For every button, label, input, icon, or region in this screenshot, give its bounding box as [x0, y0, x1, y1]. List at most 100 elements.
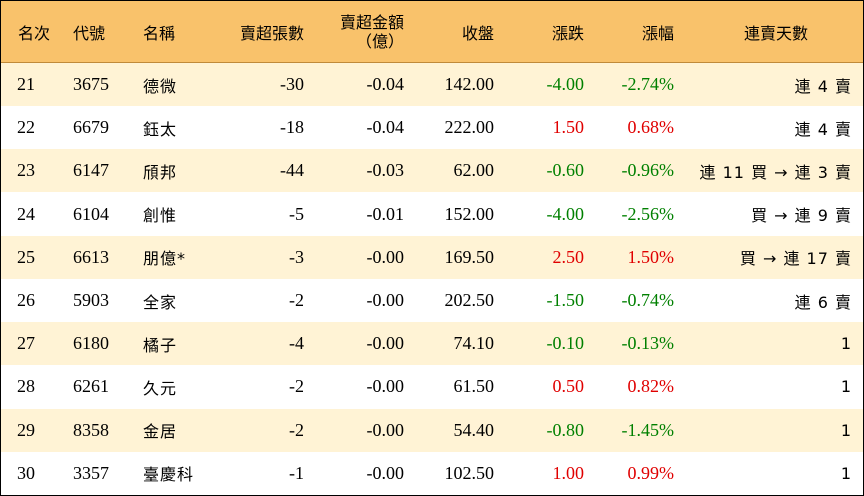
cell-name: 橘子	[143, 335, 178, 355]
cell-close: 202.50	[444, 290, 495, 310]
table-row[interactable]: 23 6147 頎邦 -44 -0.03 62.00 -0.60 -0.96% 連 11 買 →…	[1, 149, 863, 193]
cell-name: 鈺太	[143, 119, 178, 139]
table-row[interactable]: 26 5903 全家 -2 -0.00 202.50 -1.50 -0.74% 連 6 賣	[1, 279, 863, 322]
cell-sell-amount: -0.04	[366, 74, 405, 94]
cell-rank: 25	[17, 246, 35, 267]
cell-streak: 1	[840, 420, 852, 440]
table-row[interactable]: 30 3357 臺慶科 -1 -0.00 102.50 1.00 0.99% 1	[1, 451, 863, 495]
header-code[interactable]: 代號	[73, 23, 106, 43]
cell-close: 222.00	[444, 117, 495, 138]
cell-name: 頎邦	[143, 162, 178, 182]
cell-streak: 買 → 連 17 賣	[739, 249, 852, 269]
cell-streak: 1	[840, 463, 852, 483]
cell-code: 6180	[73, 333, 109, 354]
cell-streak: 連 11 買 → 連 3 賣	[699, 162, 852, 182]
table-row[interactable]: 27 6180 橘子 -4 -0.00 74.10 -0.10 -0.13% 1	[1, 322, 863, 366]
header-sell-amount-line2: （億）	[355, 31, 404, 51]
header-sell-amount[interactable]: 賣超金額 （億）	[311, 1, 404, 62]
cell-code: 8358	[73, 419, 109, 440]
header-sell-lots[interactable]: 賣超張數	[239, 23, 304, 43]
cell-rank: 24	[17, 203, 35, 224]
cell-sell-lots: -30	[280, 74, 304, 94]
table-row[interactable]: 25 6613 朋億* -3 -0.00 169.50 2.50 1.50% 買 → 連 17 …	[1, 235, 863, 279]
cell-code: 6679	[73, 117, 109, 138]
cell-sell-lots: -44	[280, 160, 304, 181]
cell-sell-lots: -5	[289, 203, 304, 224]
cell-close: 102.50	[444, 462, 495, 483]
header-name[interactable]: 名稱	[143, 23, 176, 43]
cell-close: 142.00	[444, 74, 495, 94]
cell-sell-amount: -0.04	[366, 117, 405, 138]
cell-streak: 連 4 賣	[794, 76, 852, 96]
cell-code: 6613	[73, 246, 109, 267]
cell-change-pct: 0.68%	[627, 117, 675, 138]
cell-rank: 23	[17, 160, 35, 181]
cell-change-pct: -2.74%	[621, 74, 675, 94]
cell-streak: 連 6 賣	[794, 292, 852, 312]
cell-change-pct: 1.50%	[627, 246, 675, 267]
cell-sell-lots: -18	[280, 117, 304, 138]
cell-rank: 27	[17, 333, 35, 354]
header-close[interactable]: 收盤	[461, 23, 494, 43]
table-row[interactable]: 21 3675 德微 -30 -0.04 142.00 -4.00 -2.74% 連 4 賣	[1, 63, 863, 106]
cell-rank: 30	[17, 462, 35, 483]
cell-change: -0.80	[546, 419, 585, 440]
cell-close: 152.00	[444, 203, 495, 224]
cell-change: -4.00	[546, 203, 585, 224]
cell-code: 6104	[73, 203, 109, 224]
cell-sell-amount: -0.00	[366, 462, 405, 483]
header-streak[interactable]: 連賣天數	[743, 23, 808, 43]
cell-name: 創惟	[143, 206, 178, 226]
cell-streak: 買 → 連 9 賣	[751, 206, 852, 226]
table-row[interactable]: 28 6261 久元 -2 -0.00 61.50 0.50 0.82% 1	[1, 365, 863, 409]
header-change-pct[interactable]: 漲幅	[641, 23, 674, 43]
cell-name: 德微	[143, 76, 178, 96]
cell-change: 1.50	[552, 117, 585, 138]
cell-name: 臺慶科	[143, 465, 195, 485]
cell-rank: 28	[17, 376, 35, 397]
cell-change-pct: -0.13%	[621, 333, 675, 354]
cell-sell-lots: -3	[289, 246, 304, 267]
cell-change: 2.50	[552, 246, 585, 267]
cell-sell-lots: -4	[289, 333, 304, 354]
cell-sell-amount: -0.00	[366, 246, 405, 267]
cell-sell-amount: -0.00	[366, 290, 405, 310]
cell-rank: 29	[17, 419, 35, 440]
cell-streak: 1	[840, 377, 852, 397]
cell-change-pct: -1.45%	[621, 419, 675, 440]
cell-code: 3357	[73, 462, 109, 483]
cell-sell-lots: -1	[289, 462, 304, 483]
cell-name: 久元	[143, 378, 178, 398]
table-row[interactable]: 22 6679 鈺太 -18 -0.04 222.00 1.50 0.68% 連 4 賣	[1, 106, 863, 150]
cell-change: 0.50	[552, 376, 585, 397]
cell-change-pct: 0.99%	[627, 462, 675, 483]
table-row[interactable]: 29 8358 金居 -2 -0.00 54.40 -0.80 -1.45% 1	[1, 408, 863, 452]
header-change[interactable]: 漲跌	[551, 23, 584, 43]
cell-rank: 26	[17, 290, 35, 310]
header-rank[interactable]: 名次	[17, 23, 50, 43]
cell-code: 6147	[73, 160, 109, 181]
cell-sell-amount: -0.03	[366, 160, 405, 181]
cell-change: -0.60	[546, 160, 585, 181]
table-header: 名次 代號 名稱 賣超張數 賣超金額 （億） 收盤 漲跌 漲幅 連賣天數	[1, 1, 863, 63]
cell-sell-amount: -0.00	[366, 376, 405, 397]
table-row[interactable]: 24 6104 創惟 -5 -0.01 152.00 -4.00 -2.56% 買 → 連 9 …	[1, 192, 863, 236]
cell-rank: 21	[17, 74, 35, 94]
cell-close: 54.40	[453, 419, 495, 440]
cell-change-pct: -2.56%	[621, 203, 675, 224]
cell-sell-lots: -2	[289, 376, 304, 397]
cell-name: 朋億*	[143, 249, 187, 269]
cell-change: -4.00	[546, 74, 585, 94]
cell-name: 全家	[143, 292, 178, 312]
cell-close: 74.10	[453, 333, 495, 354]
cell-streak: 1	[840, 334, 852, 354]
cell-code: 6261	[73, 376, 109, 397]
cell-close: 62.00	[453, 160, 495, 181]
cell-sell-amount: -0.00	[366, 333, 405, 354]
cell-change-pct: -0.74%	[621, 290, 675, 310]
cell-change: 1.00	[552, 462, 585, 483]
cell-change-pct: 0.82%	[627, 376, 675, 397]
cell-streak: 連 4 賣	[794, 119, 852, 139]
cell-sell-amount: -0.01	[366, 203, 405, 224]
